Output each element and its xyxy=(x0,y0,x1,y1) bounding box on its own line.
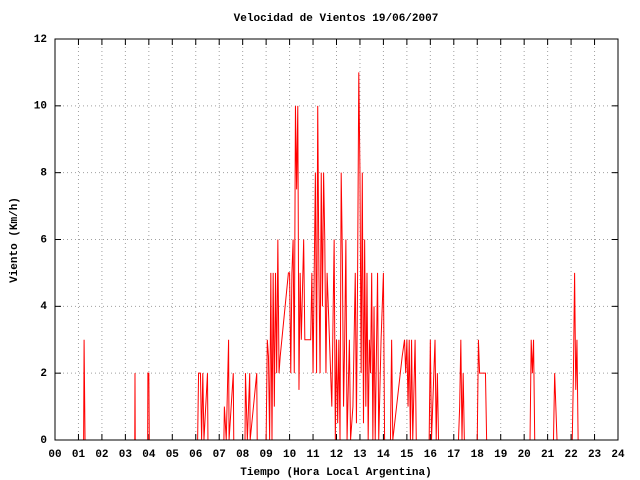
x-tick-label: 14 xyxy=(377,449,391,461)
x-tick-label: 05 xyxy=(166,449,180,461)
x-tick-label: 24 xyxy=(611,449,625,461)
chart-title: Velocidad de Vientos 19/06/2007 xyxy=(234,13,439,25)
x-tick-label: 08 xyxy=(236,449,250,461)
y-tick-label: 4 xyxy=(40,301,47,313)
x-axis-label: Tiempo (Hora Local Argentina) xyxy=(240,467,431,479)
y-tick-label: 0 xyxy=(40,435,47,447)
y-tick-label: 12 xyxy=(34,34,47,46)
x-tick-label: 18 xyxy=(471,449,485,461)
x-tick-label: 20 xyxy=(518,449,531,461)
y-axis-label: Viento (Km/h) xyxy=(9,197,21,283)
y-tick-label: 8 xyxy=(40,168,47,180)
data-line xyxy=(55,72,579,441)
x-tick-label: 15 xyxy=(400,449,414,461)
x-tick-label: 02 xyxy=(95,449,108,461)
x-tick-label: 21 xyxy=(541,449,555,461)
x-tick-label: 07 xyxy=(213,449,226,461)
y-tick-label: 2 xyxy=(40,368,47,380)
x-tick-label: 11 xyxy=(306,449,320,461)
x-tick-label: 13 xyxy=(353,449,367,461)
x-tick-label: 04 xyxy=(142,449,156,461)
plot-frame xyxy=(54,38,619,441)
y-tick-label: 10 xyxy=(34,101,47,113)
x-tick-label: 17 xyxy=(447,449,460,461)
x-tick-label: 01 xyxy=(72,449,86,461)
y-tick-label: 6 xyxy=(40,234,47,246)
x-tick-label: 19 xyxy=(494,449,507,461)
x-tick-label: 10 xyxy=(283,449,296,461)
x-tick-label: 03 xyxy=(119,449,133,461)
x-tick-label: 12 xyxy=(330,449,343,461)
x-tick-label: 00 xyxy=(48,449,61,461)
x-tick-label: 22 xyxy=(564,449,577,461)
x-tick-label: 23 xyxy=(588,449,602,461)
x-tick-label: 06 xyxy=(189,449,202,461)
x-tick-label: 16 xyxy=(424,449,437,461)
x-tick-label: 09 xyxy=(260,449,273,461)
